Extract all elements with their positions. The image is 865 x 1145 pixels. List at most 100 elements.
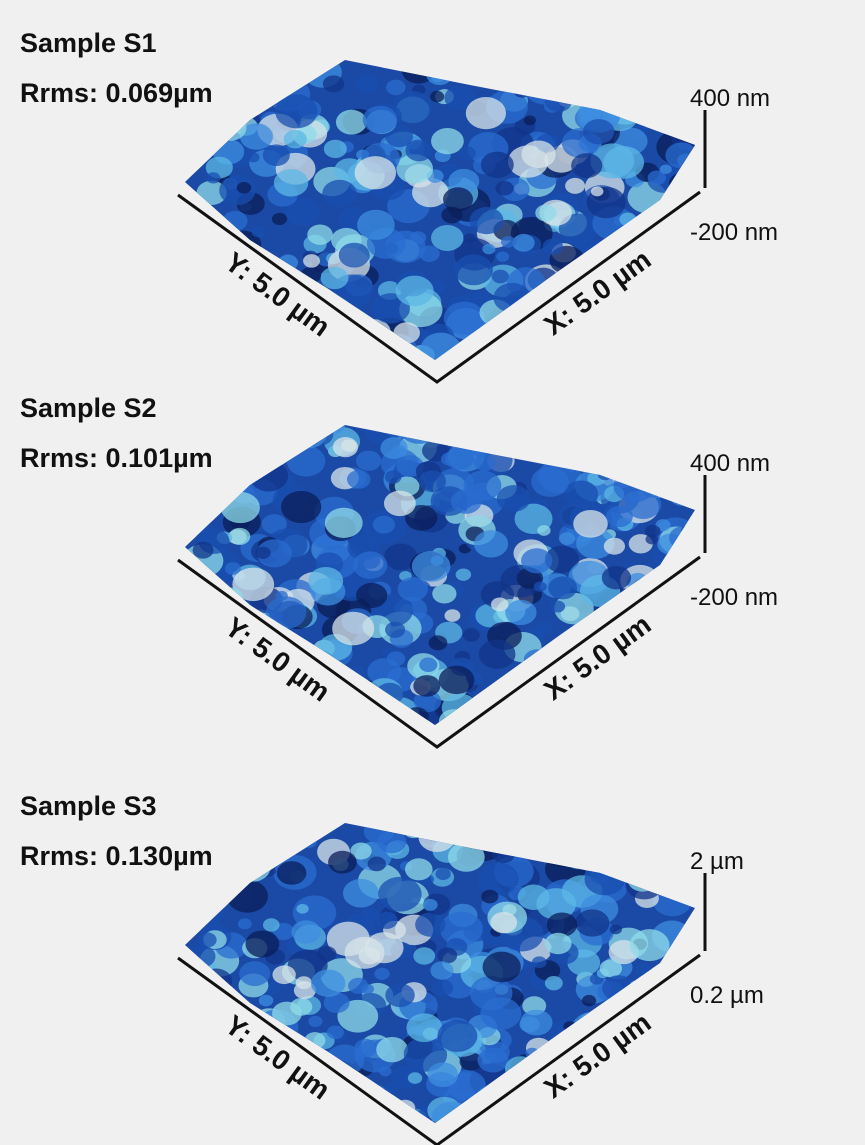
surface-bump [413,947,435,964]
surface-bump [365,932,404,963]
surface-bump [239,961,270,986]
surface-bump [378,877,422,912]
surface-bump [519,1016,539,1032]
z-min-label: 0.2 µm [690,982,764,1009]
surface-bump [238,918,252,929]
z-max-label: 400 nm [690,450,770,477]
surface-bump [384,491,416,516]
surface-bump [318,946,337,961]
surface-bump [385,622,405,638]
surface-bump [274,169,308,197]
surface-bump [550,601,565,613]
surface-bump [247,152,260,162]
surface-bump [272,965,295,984]
surface-bump [323,75,344,92]
surface-bump [328,851,357,874]
surface-bump [548,576,577,599]
surface-bump [415,912,445,936]
surface-bump [575,909,609,936]
surface-bump [474,530,508,557]
surface-bump [376,1037,408,1062]
surface-bump [603,146,644,179]
surface-bump [373,516,395,534]
surface-bump [565,178,585,194]
surface-bump [571,153,602,178]
surface-bump [535,621,552,635]
surface-bump [387,651,405,666]
surface-bump [419,470,446,492]
surface-bump [466,97,506,129]
surface-bump [385,470,402,483]
surface-bump [408,1072,422,1084]
surface-bump [263,918,280,931]
surface-bump [353,551,387,578]
surface-bump [406,1013,442,1042]
surface-bump [505,600,536,625]
surface-bump [524,115,536,125]
surface-bump [491,597,508,611]
surface-bump [492,270,509,284]
z-max-label: 2 µm [690,848,744,875]
surface-bump [277,861,307,885]
surface-bump [458,146,476,160]
surface-bump [480,997,521,1030]
surface-bump [321,267,349,289]
surface-bump [501,236,516,248]
surface-bump [281,491,321,523]
surface-bump [284,130,307,148]
surface-bump [545,976,563,990]
surface-bump [405,858,433,880]
surface-bump [451,489,482,514]
surface-bump [263,144,290,166]
surface-bump [600,959,622,977]
surface-bump [456,568,471,580]
surface-bump [490,912,517,933]
surface-bump [602,566,631,589]
surface-bump [430,91,444,102]
surface-bump [582,995,596,1006]
surface-bump [413,675,440,697]
surface-bump [481,890,498,904]
surface-bump [497,485,531,512]
surface-bump [392,91,433,124]
surface-bump [436,868,451,880]
surface-bump [470,207,504,234]
surface-bump [463,628,480,641]
surface-bump [197,932,216,947]
surface-bump [292,920,321,943]
rrms-label: Rrms: 0.069µm [20,78,213,108]
surface-bump [432,980,453,997]
surface-bump [376,912,397,929]
surface-bump [535,204,556,221]
surface-bump [276,591,288,601]
surface-bump [336,110,367,135]
surface-bump [229,528,250,545]
surface-bump [439,666,475,694]
surface-bump [308,1016,322,1027]
surface-bump [630,929,670,961]
surface-bump [445,609,461,622]
surface-bump [545,933,572,954]
surface-bump [532,956,547,968]
surface-bump [272,213,287,225]
surface-bump [495,181,513,196]
surface-bump [437,947,457,963]
surface-bump [311,969,345,997]
z-min-label: -200 nm [690,584,778,611]
sample-title: Sample S2 [20,393,157,423]
sample-title: Sample S1 [20,28,157,58]
surface-bump [206,172,220,183]
figure: Sample S1Rrms: 0.069µm400 nm-200 nmY: 5.… [0,0,865,1145]
surface-bump [347,470,371,489]
surface-bump [398,577,428,601]
surface-bump [496,251,509,261]
surface-bump [356,451,381,471]
surface-bump [521,548,552,573]
surface-bump [419,657,437,671]
surface-bump [431,128,464,154]
surface-bump [482,244,495,254]
surface-bump [339,243,370,268]
sample-title: Sample S3 [20,791,157,821]
surface-bump [441,207,462,224]
surface-bump [591,186,603,196]
